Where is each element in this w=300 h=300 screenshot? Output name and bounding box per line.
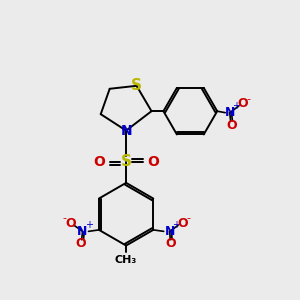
Text: N: N — [120, 124, 132, 138]
Text: -: - — [246, 94, 250, 104]
Text: S: S — [121, 154, 132, 169]
Text: O: O — [237, 97, 247, 110]
Text: O: O — [165, 237, 175, 250]
Text: O: O — [226, 119, 236, 132]
Text: O: O — [93, 155, 105, 169]
Text: +: + — [172, 220, 180, 230]
Text: CH₃: CH₃ — [115, 255, 137, 265]
Text: +: + — [85, 220, 93, 230]
Text: N: N — [164, 225, 175, 238]
Text: N: N — [224, 106, 235, 119]
Text: N: N — [77, 225, 88, 238]
Text: -: - — [186, 213, 190, 223]
Text: +: + — [232, 101, 240, 111]
Text: -: - — [63, 213, 67, 223]
Text: O: O — [177, 217, 188, 230]
Text: O: O — [65, 217, 76, 230]
Text: O: O — [76, 237, 86, 250]
Text: S: S — [131, 78, 142, 93]
Text: O: O — [147, 155, 159, 169]
